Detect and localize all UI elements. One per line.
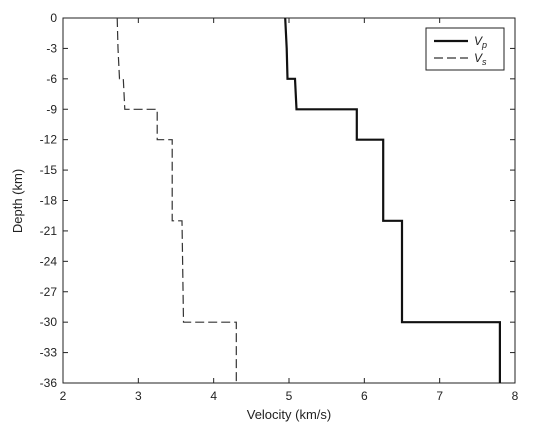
y-tick-label: -9	[46, 102, 57, 116]
y-tick-label: 0	[50, 11, 57, 25]
series-line-vp	[284, 17, 501, 383]
x-tick-label: 7	[436, 389, 443, 403]
y-tick-label: -24	[40, 254, 58, 268]
x-tick-label: 4	[210, 389, 217, 403]
series-line-vs	[116, 17, 237, 383]
x-tick-label: 2	[60, 389, 67, 403]
legend-label-vp: Vp	[474, 34, 487, 50]
y-tick-label: -27	[40, 285, 58, 299]
x-tick-label: 5	[286, 389, 293, 403]
x-tick-label: 3	[135, 389, 142, 403]
axes-layer: 2 3 4 5 6 7 8 0 -3 -6 -9 -12 -15 -18 -21 -24 -27 -30 -33 -3…	[40, 11, 519, 403]
y-tick-label: -15	[40, 163, 58, 177]
y-tick-label: -12	[40, 133, 58, 147]
plot-frame	[62, 17, 516, 384]
x-tick-label: 6	[361, 389, 368, 403]
y-tick-label: -21	[40, 224, 58, 238]
legend-label-vs: Vs	[474, 51, 487, 67]
y-tick-label: -33	[40, 346, 58, 360]
y-tick-label: -36	[40, 376, 58, 390]
y-tick-label: -30	[40, 315, 58, 329]
x-axis-title: Velocity (km/s)	[247, 407, 332, 422]
x-tick-label: 8	[512, 389, 519, 403]
y-tick-label: -18	[40, 194, 58, 208]
legend-label-main: V	[474, 34, 483, 48]
legend-box	[425, 27, 505, 71]
series-layer	[116, 17, 501, 383]
legend-label-subscript: p	[481, 40, 487, 50]
y-axis-title: Depth (km)	[10, 169, 25, 233]
y-tick-label: -6	[46, 72, 57, 86]
legend-label-main: V	[474, 51, 483, 65]
y-tick-label: -3	[46, 41, 57, 55]
legend-label-subscript: s	[482, 57, 487, 67]
